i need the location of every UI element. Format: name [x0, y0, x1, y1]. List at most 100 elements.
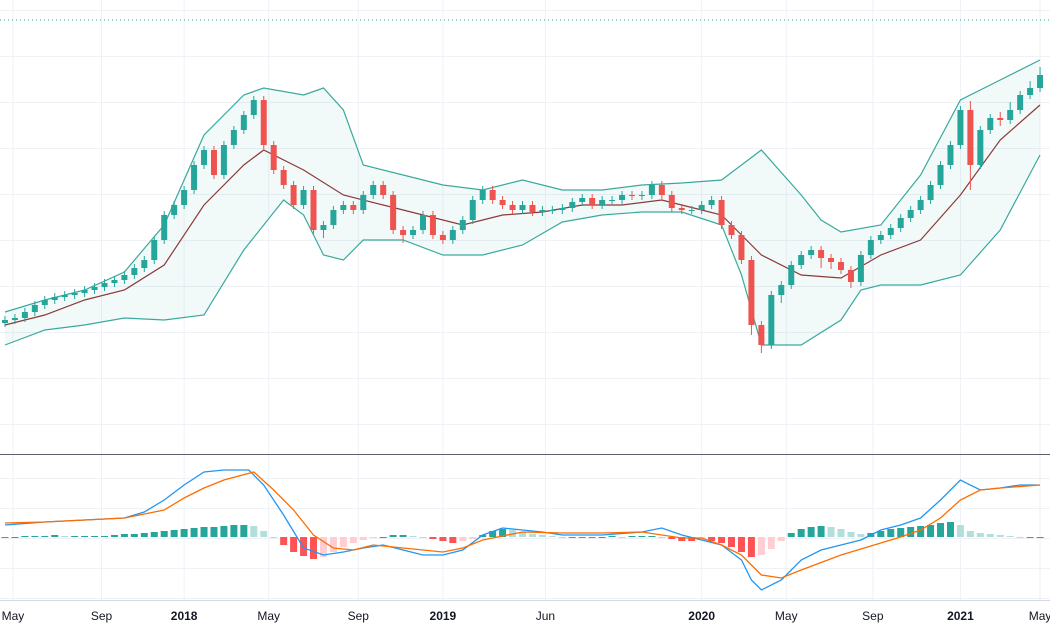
macd-histogram-bar — [240, 525, 248, 537]
macd-histogram-bar — [678, 537, 686, 541]
candle-body — [529, 205, 536, 212]
macd-histogram-bar — [976, 533, 984, 537]
candle-body — [300, 190, 307, 205]
candle-body — [977, 130, 984, 165]
macd-histogram-bar — [538, 535, 546, 537]
macd-histogram-bar — [389, 535, 397, 537]
macd-histogram-bar — [648, 536, 656, 537]
grid — [0, 0, 1050, 600]
candle-body — [897, 218, 904, 228]
macd-histogram-bar — [489, 531, 497, 537]
candle-body — [1017, 95, 1024, 110]
macd-histogram-bar — [757, 537, 765, 555]
macd-histogram-bar — [937, 523, 945, 537]
macd-histogram-bar — [21, 536, 29, 537]
macd-histogram-bar — [817, 526, 825, 537]
macd-histogram-bar — [150, 532, 158, 537]
candle-body — [798, 255, 805, 265]
macd-histogram-bar — [310, 537, 318, 559]
candle-body — [240, 115, 247, 130]
macd-histogram-bar — [379, 537, 387, 538]
macd-histogram-bar — [170, 530, 178, 537]
candle-body — [728, 225, 735, 235]
macd-histogram-bar — [479, 535, 487, 537]
macd-histogram-bar — [329, 537, 337, 552]
candle-body — [688, 210, 695, 211]
macd-histogram-bar — [130, 534, 138, 537]
candle-body — [877, 235, 884, 240]
candle-body — [589, 198, 596, 205]
macd-histogram-bar — [120, 534, 128, 537]
x-tick-label: May — [257, 609, 280, 623]
candle-body — [419, 215, 426, 230]
macd-histogram-bar — [180, 529, 188, 537]
macd-histogram-bar — [499, 529, 507, 537]
macd-histogram-bar — [877, 531, 885, 537]
candle-body — [937, 165, 944, 185]
candle-body — [768, 295, 775, 345]
macd-histogram-bar — [767, 537, 775, 549]
candle-body — [569, 202, 576, 208]
macd-histogram-bar — [847, 532, 855, 537]
candle-body — [619, 195, 626, 200]
candle-body — [638, 195, 645, 196]
candle-body — [1027, 88, 1034, 95]
candle-body — [609, 200, 616, 201]
x-tick-label: Sep — [348, 609, 370, 623]
macd-histogram-bar — [250, 526, 258, 537]
candle-body — [439, 235, 446, 240]
candle-body — [191, 165, 198, 190]
macd-histogram-bar — [608, 536, 616, 537]
x-tick-label: Jun — [536, 609, 555, 623]
macd-histogram-bar — [469, 537, 477, 539]
candle-body — [559, 208, 566, 210]
x-tick-label: 2018 — [171, 609, 198, 623]
x-tick-label: 2021 — [947, 609, 974, 623]
candle-body — [987, 118, 994, 130]
macd-histogram-bar — [578, 537, 586, 538]
macd-histogram-bar — [787, 533, 795, 537]
macd-histogram-bar — [41, 536, 49, 537]
macd-histogram-bar — [459, 537, 467, 541]
macd-histogram-bar — [91, 536, 99, 537]
candle-body — [171, 205, 178, 215]
candle-body — [718, 200, 725, 225]
candle-body — [51, 297, 58, 300]
macd-histogram-bar — [101, 536, 109, 537]
macd-histogram-bar — [449, 537, 457, 543]
candle-body — [857, 255, 864, 282]
candle-body — [579, 198, 586, 202]
macd-histogram-bar — [887, 529, 895, 537]
candle-body — [201, 150, 208, 165]
macd-histogram-bar — [956, 525, 964, 537]
candle-body — [997, 118, 1004, 120]
candle-body — [778, 285, 785, 295]
macd-histogram-bar — [61, 536, 69, 537]
macd-histogram-bar — [51, 535, 59, 537]
macd-histogram-bar — [668, 537, 676, 539]
macd-histogram-bar — [747, 537, 755, 557]
candle-body — [549, 210, 556, 211]
candle-body — [250, 100, 257, 115]
candle-body — [837, 262, 844, 270]
macd-histogram-bar — [966, 531, 974, 537]
macd-histogram-bar — [548, 536, 556, 537]
macd-histogram-bar — [558, 537, 566, 538]
macd-histogram-bar — [409, 536, 417, 537]
candle-body — [698, 205, 705, 210]
candle-body — [648, 185, 655, 195]
macd-histogram-bar — [71, 536, 79, 537]
candle-body — [131, 268, 138, 275]
macd-histogram-bar — [528, 534, 536, 537]
candle-body — [220, 145, 227, 175]
macd-histogram-bar — [11, 537, 19, 538]
candle-body — [210, 150, 217, 175]
candle-body — [957, 110, 964, 145]
macd-histogram-bar — [827, 527, 835, 537]
candle-body — [808, 250, 815, 255]
candle-body — [290, 185, 297, 205]
candle-body — [121, 275, 128, 280]
